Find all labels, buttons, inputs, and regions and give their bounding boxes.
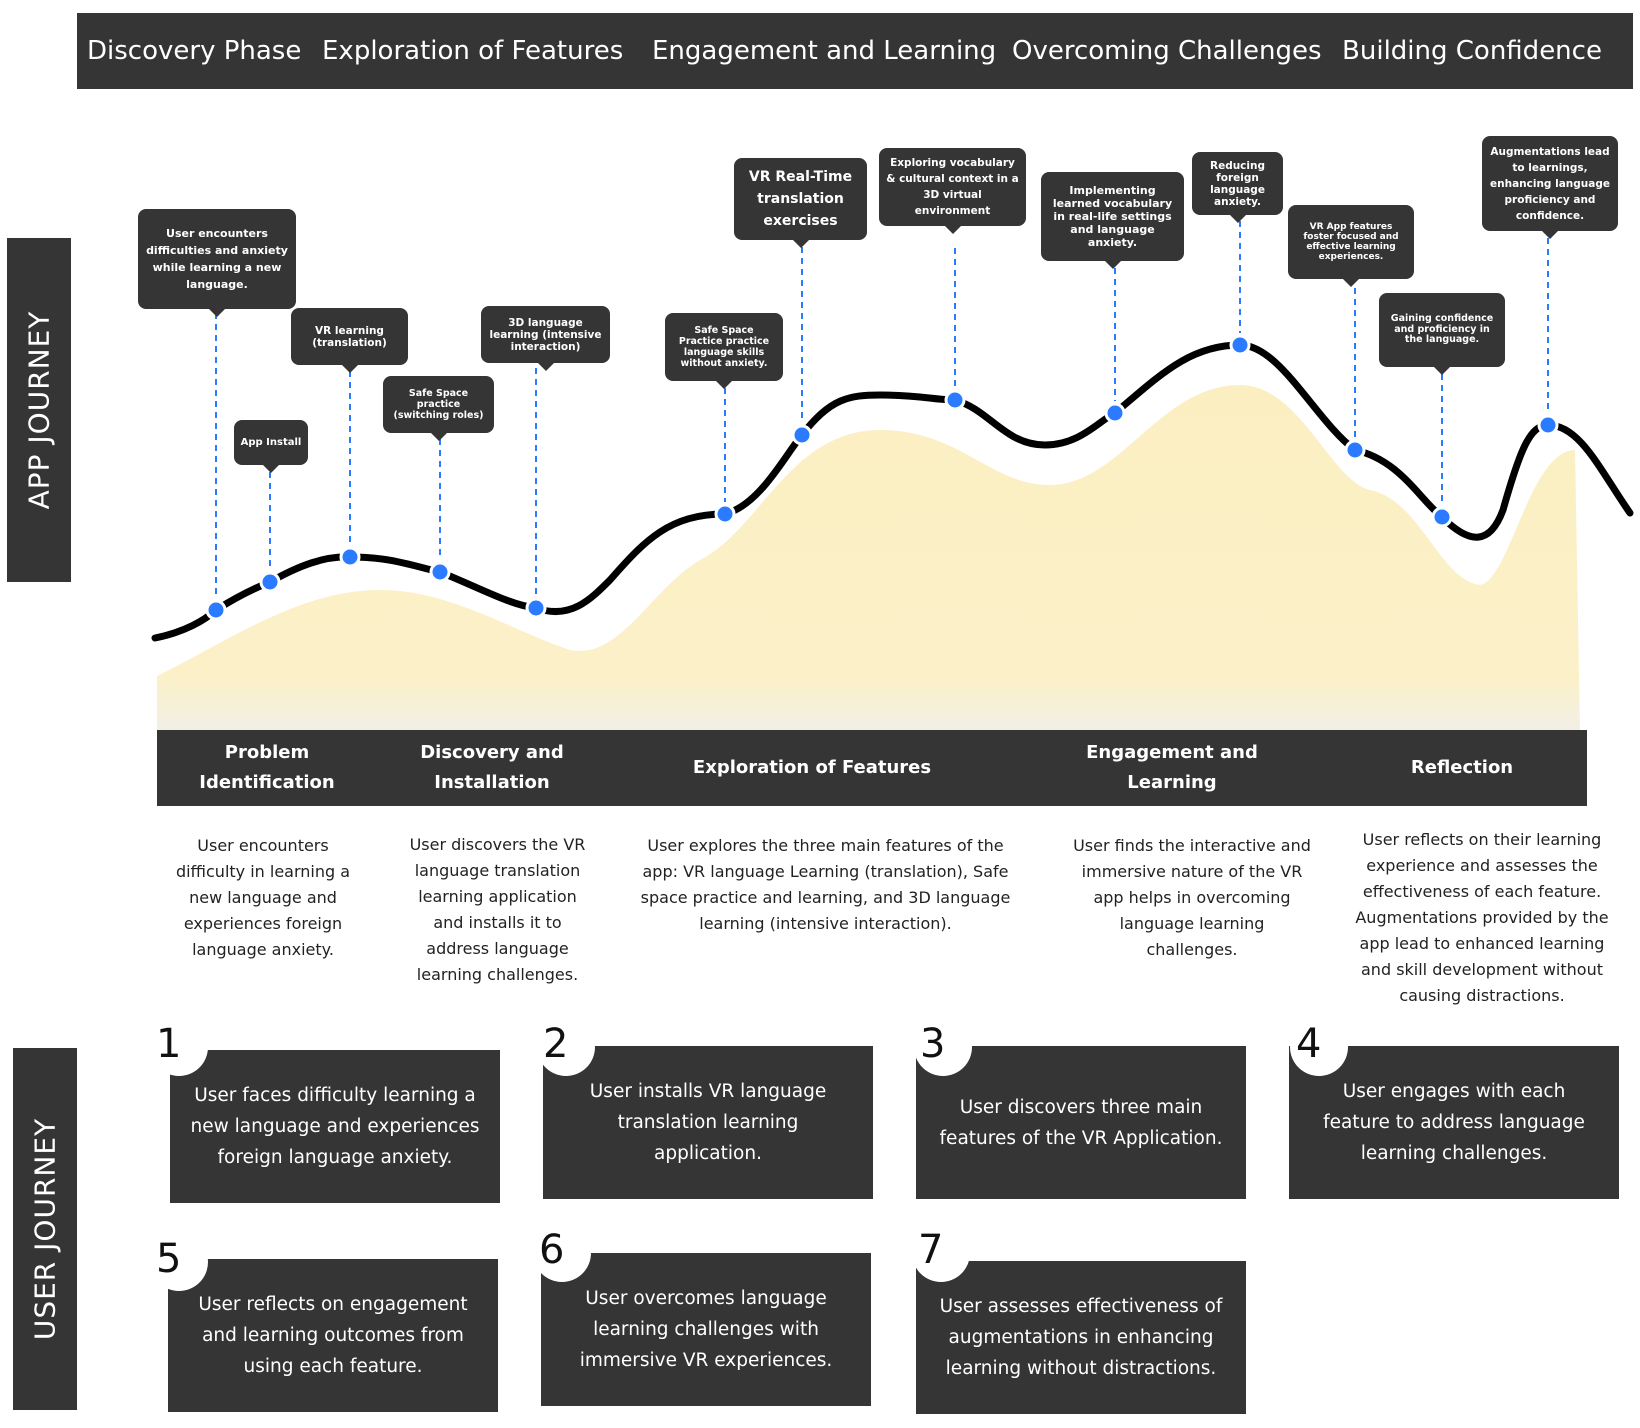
phase-label: Exploration of Features (322, 36, 624, 66)
stage-description: User explores the three main features of… (640, 836, 1011, 933)
user-step-text: User assesses effectiveness of augmentat… (916, 1261, 1246, 1414)
milestone-dot (944, 389, 966, 411)
user-step-number: 4 (1290, 1018, 1348, 1076)
milestone-dot (339, 546, 361, 568)
stage-description: User reflects on their learning experien… (1355, 830, 1609, 1005)
user-step-number: 7 (912, 1224, 970, 1282)
user-step-text: User reflects on engagement and learning… (168, 1259, 498, 1412)
journey-area (157, 385, 1580, 730)
stage-label: Problem Identification (199, 742, 335, 793)
callout-11: VR App features foster focused and effec… (1288, 205, 1414, 287)
user-step-number: 1 (150, 1018, 208, 1076)
stage-description: User encounters difficulty in learning a… (175, 836, 351, 959)
user-step-text: User faces difficulty learning a new lan… (170, 1050, 500, 1203)
milestone-dot (205, 599, 227, 621)
app-journey-label: APP JOURNEY (7, 238, 71, 582)
journey-curve-chart (151, 221, 1634, 730)
phase-label: Engagement and Learning (652, 36, 997, 66)
milestone-dot (259, 571, 281, 593)
callout-13: Augmentations lead to learnings, enhanci… (1482, 136, 1618, 239)
phase-label: Building Confidence (1342, 36, 1602, 66)
phase-label: Discovery Phase (87, 36, 302, 66)
callout-6: Safe Space Practice practice language sk… (665, 313, 783, 389)
user-step-number: 3 (914, 1018, 972, 1076)
milestone-dot (1537, 414, 1559, 436)
user-journey-text: USER JOURNEY (28, 1117, 62, 1341)
milestone-dot (429, 561, 451, 583)
callout-12: Gaining confidence and proficiency in th… (1379, 293, 1505, 375)
callout-3: VR learning (translation) (291, 308, 408, 373)
user-step-number: 6 (533, 1224, 591, 1282)
stage-label: Exploration of Features (692, 757, 932, 778)
stage-description: User finds the interactive and immersive… (1073, 836, 1311, 959)
callout-8: Exploring vocabulary & cultural context … (879, 148, 1026, 234)
milestone-dot (1104, 402, 1126, 424)
callout-4: Safe Space practice (switching roles) (383, 376, 494, 441)
milestone-dot (1344, 439, 1366, 461)
milestone-dot (525, 597, 547, 619)
stage-label: Reflection (1410, 757, 1514, 778)
milestone-dot (791, 424, 813, 446)
user-step-number: 5 (150, 1233, 208, 1291)
milestone-dot (714, 503, 736, 525)
user-step-number: 2 (537, 1018, 595, 1076)
phase-bar: Discovery Phase Exploration of Features … (77, 13, 1633, 89)
callout-10: Reducing foreign language anxiety. (1192, 152, 1283, 223)
user-step-text: User discovers three main features of th… (916, 1046, 1246, 1199)
milestone-dot (1229, 334, 1251, 356)
stage-label: Discovery and Installation (420, 742, 564, 793)
callout-7: VR Real-Time translation exercises (734, 158, 867, 248)
user-journey-label: USER JOURNEY (13, 1048, 77, 1410)
user-step-text: User engages with each feature to addres… (1289, 1046, 1619, 1199)
milestone-dot (1431, 506, 1453, 528)
callout-5: 3D language learning (intensive interact… (481, 306, 610, 371)
user-step-text: User overcomes language learning challen… (541, 1253, 871, 1406)
user-step-text: User installs VR language translation le… (543, 1046, 873, 1199)
phase-label: Overcoming Challenges (1012, 36, 1322, 66)
stage-label: Engagement and Learning (1086, 742, 1258, 793)
stage-description: User discovers the VR language translati… (409, 835, 586, 984)
callout-9: Implementing learned vocabulary in real-… (1041, 172, 1184, 269)
callout-1: User encounters difficulties and anxiety… (138, 209, 296, 317)
stage-bar: Problem Identification Discovery and Ins… (157, 730, 1587, 806)
callout-2: App Install (234, 420, 308, 473)
